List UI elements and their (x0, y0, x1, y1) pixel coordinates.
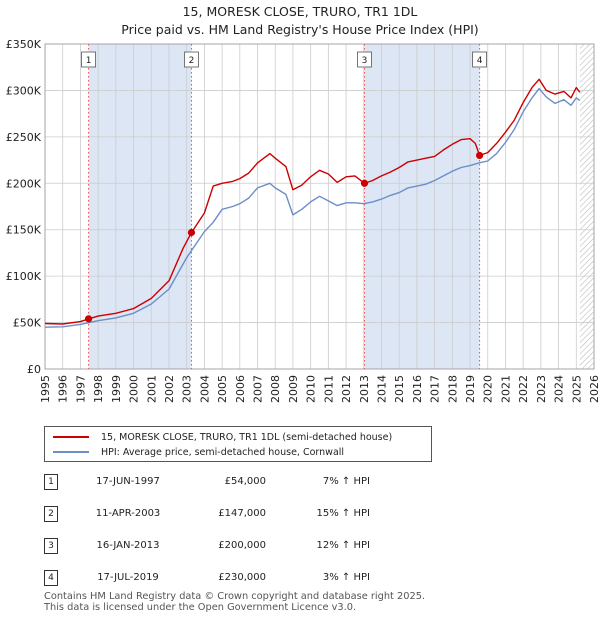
legend-property-label: 15, MORESK CLOSE, TRURO, TR1 1DL (semi-d… (101, 431, 393, 443)
x-tick-label: 2010 (305, 375, 318, 403)
legend-item-property: 15, MORESK CLOSE, TRURO, TR1 1DL (semi-d… (53, 430, 392, 444)
x-tick-label: 2017 (429, 375, 442, 403)
sale-point (187, 228, 196, 237)
footer: Contains HM Land Registry data © Crown c… (44, 591, 426, 613)
hpi-line (44, 87, 581, 328)
sale-label: 3 (362, 56, 368, 66)
plot-border (44, 43, 595, 370)
sale-number-badge: 2 (44, 506, 58, 522)
legend: 15, MORESK CLOSE, TRURO, TR1 1DL (semi-d… (44, 426, 432, 462)
sale-row: 3 16-JAN-2013 £200,000 12% ↑ HPI (0, 538, 600, 556)
x-tick-label: 2012 (340, 375, 353, 403)
shaded-period (364, 44, 480, 369)
x-tick-label: 2015 (393, 375, 406, 403)
legend-item-hpi: HPI: Average price, semi-detached house,… (53, 445, 344, 459)
footer-copyright: Contains HM Land Registry data © Crown c… (44, 591, 426, 602)
hpi-line-swatch (53, 451, 89, 453)
property-price-line (44, 78, 581, 325)
sale-row: 4 17-JUL-2019 £230,000 3% ↑ HPI (0, 570, 600, 588)
x-tick-label: 2005 (216, 375, 229, 403)
sale-label: 2 (189, 56, 195, 66)
sale-hpi-diff: 3% ↑ HPI (322, 572, 370, 583)
sale-date: 16-JAN-2013 (96, 540, 160, 551)
footer-licence: This data is licensed under the Open Gov… (44, 601, 357, 613)
x-tick-label: 1999 (110, 375, 123, 403)
forecast-hatch-area (579, 44, 594, 369)
sale-number-badge: 3 (44, 538, 58, 554)
sale-number-badge: 1 (44, 474, 58, 490)
x-tick-label: 2023 (535, 375, 548, 403)
sale-number-badge: 4 (44, 570, 58, 586)
sale-date: 17-JUL-2019 (97, 572, 159, 583)
sale-date: 11-APR-2003 (95, 508, 161, 519)
chart-title: 15, MORESK CLOSE, TRURO, TR1 1DL (182, 4, 418, 19)
x-tick-label: 2007 (252, 375, 265, 403)
legend-hpi-label: HPI: Average price, semi-detached house,… (101, 446, 345, 458)
y-tick-label: £150K (6, 224, 42, 237)
sale-label: 4 (477, 56, 483, 66)
x-tick-label: 2014 (375, 375, 388, 403)
sale-hpi-diff: 15% ↑ HPI (316, 508, 370, 519)
sale-price: £230,000 (218, 572, 266, 583)
property-line-swatch (53, 436, 89, 438)
y-tick-label: £350K (6, 38, 42, 51)
x-tick-label: 2013 (358, 375, 371, 403)
sale-point (475, 151, 484, 160)
x-tick-label: 2021 (499, 375, 512, 403)
sale-point (84, 315, 93, 323)
y-tick-label: £300K (6, 84, 42, 97)
sale-point (360, 179, 369, 187)
sale-price: £147,000 (218, 508, 266, 519)
x-tick-label: 2025 (570, 375, 583, 403)
x-tick-label: 2018 (446, 375, 459, 403)
y-tick-label: £100K (6, 270, 42, 283)
chart-subtitle: Price paid vs. HM Land Registry's House … (121, 22, 479, 37)
sale-row: 2 11-APR-2003 £147,000 15% ↑ HPI (0, 506, 600, 524)
x-tick-label: 2000 (128, 375, 141, 403)
x-tick-label: 2001 (145, 375, 158, 403)
x-tick-label: 1998 (92, 375, 105, 403)
sale-hpi-diff: 12% ↑ HPI (316, 540, 370, 551)
sale-date: 17-JUN-1997 (96, 476, 160, 487)
sale-label-box (184, 51, 199, 68)
sale-hpi-diff: 7% ↑ HPI (322, 476, 370, 487)
x-tick-label: 2002 (163, 375, 176, 403)
y-tick-label: £50K (13, 317, 42, 330)
sale-price: £200,000 (218, 540, 266, 551)
x-tick-label: 2026 (588, 375, 600, 403)
x-tick-label: 2011 (322, 375, 335, 403)
x-tick-label: 2006 (234, 375, 247, 403)
x-tick-label: 2020 (482, 375, 495, 403)
y-tick-label: £0 (27, 363, 41, 376)
price-chart: 1 2 3 4 £0 £50K £100K £150K £200K £250K £300K £350K… (6, 38, 600, 403)
sale-label: 1 (86, 56, 92, 66)
y-tick-label: £250K (6, 131, 42, 144)
x-tick-label: 2003 (181, 375, 194, 403)
x-tick-label: 1995 (39, 375, 52, 403)
sale-label-box (357, 51, 372, 68)
x-tick-label: 2016 (411, 375, 424, 403)
x-tick-label: 1996 (57, 375, 70, 403)
y-tick-label: £200K (6, 177, 42, 190)
sale-row: 1 17-JUN-1997 £54,000 7% ↑ HPI (0, 474, 600, 492)
x-tick-label: 2022 (517, 375, 530, 403)
x-tick-label: 1997 (74, 375, 87, 403)
x-tick-label: 2009 (287, 375, 300, 403)
x-tick-label: 2024 (553, 375, 566, 403)
sale-price: £54,000 (224, 476, 266, 487)
sale-label-box (81, 51, 96, 68)
x-tick-label: 2019 (464, 375, 477, 403)
x-tick-label: 2004 (198, 375, 211, 403)
sale-label-box (472, 51, 487, 68)
x-tick-label: 2008 (269, 375, 282, 403)
